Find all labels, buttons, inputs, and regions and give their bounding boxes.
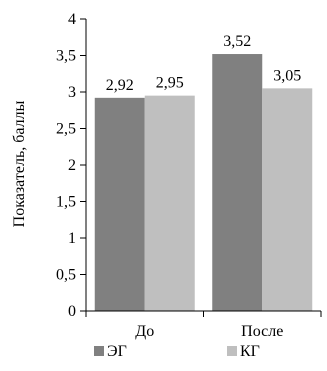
data-label: 3,52 — [223, 33, 251, 50]
legend: ЭГ КГ — [94, 343, 260, 360]
y-tick-label: 2,5 — [56, 121, 76, 138]
y-tick-label: 0,5 — [56, 267, 76, 284]
legend-label: ЭГ — [107, 343, 127, 360]
y-tick-label: 4 — [68, 11, 76, 28]
bar — [212, 54, 263, 311]
y-tick-label: 0 — [68, 303, 76, 320]
y-axis: 0 0,5 1 1,5 2 2,5 3 3,5 4 — [56, 11, 87, 320]
y-axis-title: Показатель, баллы — [11, 100, 28, 227]
bar — [262, 88, 313, 311]
legend-swatch — [227, 346, 237, 356]
data-label: 3,05 — [273, 67, 301, 84]
y-tick-label: 3,5 — [56, 48, 76, 65]
bar — [94, 97, 145, 311]
x-axis: До После — [85, 310, 322, 340]
x-category-label: После — [241, 323, 283, 340]
data-label: 2,92 — [106, 77, 134, 94]
y-tick-label: 3 — [68, 84, 76, 101]
bar — [144, 95, 195, 312]
data-label: 2,95 — [156, 75, 184, 92]
y-tick-label: 1,5 — [56, 194, 76, 211]
legend-label: КГ — [240, 343, 260, 360]
x-category-label: До — [135, 323, 154, 340]
plot-area: 2,92 2,95 3,52 3,05 — [94, 33, 313, 312]
y-tick-label: 2 — [68, 157, 76, 174]
legend-swatch — [94, 346, 104, 356]
y-tick-label: 1 — [68, 230, 76, 247]
